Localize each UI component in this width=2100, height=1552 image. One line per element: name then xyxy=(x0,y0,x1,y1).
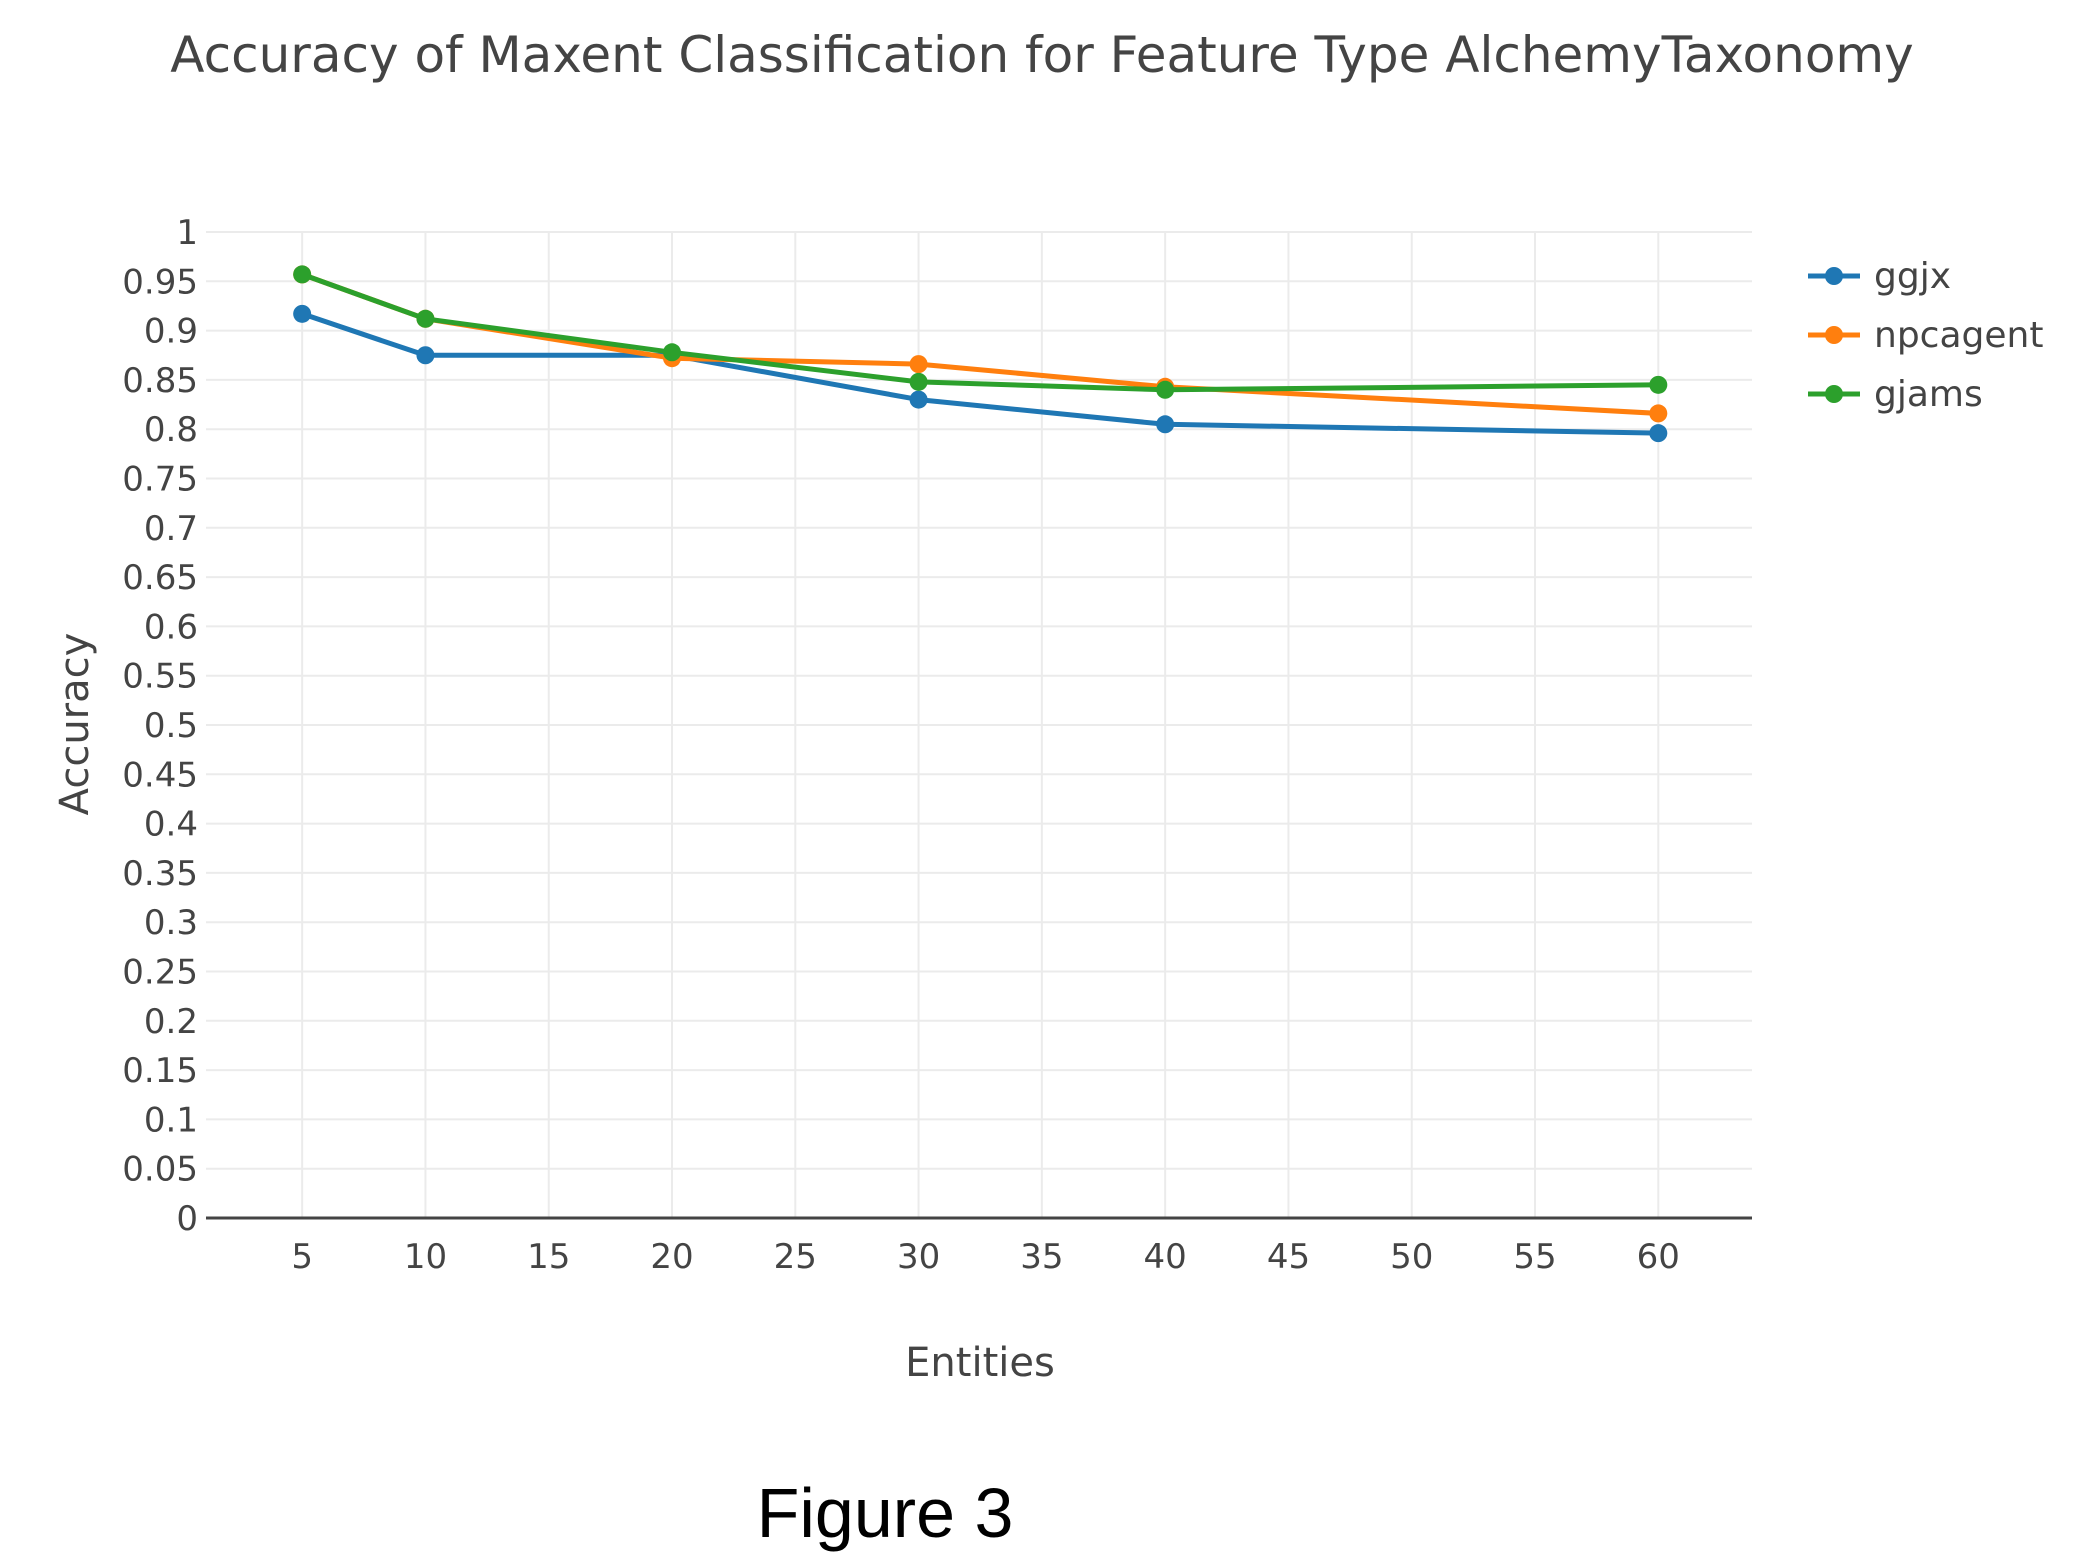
x-tick-label: 60 xyxy=(1637,1237,1680,1277)
series-gjams xyxy=(293,265,1668,399)
data-point-ggjx xyxy=(416,346,435,365)
data-point-gjams xyxy=(663,343,682,362)
data-point-ggjx xyxy=(909,390,928,409)
data-point-ggjx xyxy=(1649,424,1668,443)
legend-item-npcagent[interactable]: npcagent xyxy=(1808,315,2043,356)
y-tick-label: 1 xyxy=(176,213,198,253)
y-tick-label: 0.9 xyxy=(144,312,198,352)
legend-label: gjams xyxy=(1874,374,1983,415)
x-tick-label: 10 xyxy=(404,1237,447,1277)
data-point-ggjx xyxy=(1156,415,1175,434)
data-point-gjams xyxy=(293,265,312,284)
x-tick-label: 20 xyxy=(650,1237,693,1277)
x-tick-label: 5 xyxy=(291,1237,313,1277)
x-tick-label: 45 xyxy=(1267,1237,1310,1277)
data-point-gjams xyxy=(1156,380,1175,399)
y-tick-label: 0.8 xyxy=(144,410,198,450)
x-tick-label: 35 xyxy=(1020,1237,1063,1277)
legend: ggjx npcagent gjams xyxy=(1808,256,2043,415)
y-tick-label: 0.7 xyxy=(144,509,198,549)
y-tick-label: 0.6 xyxy=(144,607,198,647)
y-tick-label: 0.1 xyxy=(144,1100,198,1140)
y-tick-label: 0.75 xyxy=(122,460,198,500)
x-tick-label: 15 xyxy=(527,1237,570,1277)
y-tick-label: 0.25 xyxy=(122,953,198,993)
series-line-gjams xyxy=(299,271,1661,393)
x-axis-title: Entities xyxy=(905,1340,1055,1386)
x-tick-label: 40 xyxy=(1144,1237,1187,1277)
y-tick-label: 0.2 xyxy=(144,1002,198,1042)
data-point-npcagent xyxy=(909,355,928,374)
series xyxy=(293,265,1668,443)
y-tick-label: 0.3 xyxy=(144,903,198,943)
series-line-ggjx xyxy=(299,311,1661,436)
legend-label: ggjx xyxy=(1874,256,1951,297)
series-line-npcagent xyxy=(299,271,1661,416)
legend-swatch-marker xyxy=(1825,385,1843,403)
y-tick-label: 0.5 xyxy=(144,706,198,746)
x-tick-labels: 5 10 15 20 25 30 35 40 45 50 55 60 xyxy=(291,1237,1680,1277)
y-tick-label: 0.55 xyxy=(122,657,198,697)
legend-label: npcagent xyxy=(1874,315,2043,356)
chart-title: Accuracy of Maxent Classification for Fe… xyxy=(170,26,1913,84)
x-tick-label: 55 xyxy=(1513,1237,1556,1277)
y-tick-label: 0.85 xyxy=(122,361,198,401)
y-axis-title: Accuracy xyxy=(52,633,98,816)
y-tick-label: 0.05 xyxy=(122,1150,198,1190)
y-tick-label: 0.65 xyxy=(122,558,198,598)
data-point-ggjx xyxy=(293,304,312,323)
y-tick-label: 0.35 xyxy=(122,854,198,894)
x-tick-label: 25 xyxy=(774,1237,817,1277)
data-point-gjams xyxy=(416,309,435,328)
data-point-gjams xyxy=(1649,375,1668,394)
y-tick-label: 0.95 xyxy=(122,262,198,302)
figure-caption: Figure 3 xyxy=(757,1474,1014,1552)
y-tick-label: 0.4 xyxy=(144,805,198,845)
data-point-npcagent xyxy=(1649,404,1668,423)
x-tick-label: 30 xyxy=(897,1237,940,1277)
series-ggjx xyxy=(293,304,1668,443)
y-tick-label: 0.15 xyxy=(122,1051,198,1091)
legend-item-gjams[interactable]: gjams xyxy=(1808,374,1983,415)
x-tick-label: 50 xyxy=(1390,1237,1433,1277)
legend-swatch-marker xyxy=(1825,267,1843,285)
legend-item-ggjx[interactable]: ggjx xyxy=(1808,256,1951,297)
grid xyxy=(206,231,1752,1218)
legend-swatch-marker xyxy=(1825,326,1843,344)
y-tick-label: 0.45 xyxy=(122,755,198,795)
series-npcagent xyxy=(293,265,1668,423)
data-point-gjams xyxy=(909,372,928,391)
y-tick-labels: 0 0.05 0.1 0.15 0.2 0.25 0.3 0.35 0.4 0.45 0.5 0.55… xyxy=(122,213,198,1239)
y-tick-label: 0 xyxy=(176,1199,198,1239)
